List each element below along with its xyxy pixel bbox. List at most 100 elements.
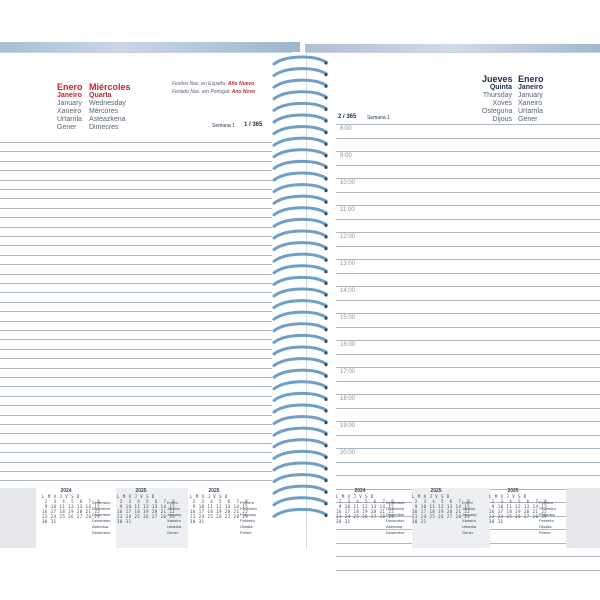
month-name: Janeiro: [167, 506, 181, 511]
mini-calendar-grid: L M X J V S D 2 3 4 5 6 7 8 9 10 11 12 1…: [489, 494, 548, 524]
left-weekday-block: Miércoles Quarta Wednesday Mércores Aste…: [89, 82, 131, 132]
punch-hole: [324, 235, 328, 239]
ruled-line: [336, 448, 600, 449]
ruled-line: [336, 205, 600, 206]
mini-calendar-month-names: Febrero Fevereiro February Febreiro Otsaila F…: [240, 500, 257, 536]
left-weekday-en: Wednesday: [89, 100, 126, 107]
punch-hole: [324, 107, 328, 111]
month-name: Febreiro: [539, 518, 554, 523]
punch-hole: [324, 339, 328, 343]
right-weekday-block: Jueves Quinta Thursday Xoves Osteguna Di…: [482, 74, 513, 124]
left-page: [0, 52, 292, 549]
ruled-line: [0, 142, 272, 143]
punch-hole: [324, 432, 328, 436]
spiral-coil: [272, 415, 328, 426]
punch-hole: [324, 189, 328, 193]
ruled-line: [0, 207, 272, 209]
ruled-line: [0, 386, 272, 388]
month-name: Diciembre: [386, 506, 405, 511]
right-weekday: Jueves: [482, 74, 513, 84]
mini-calendar-year: 2024: [60, 488, 72, 494]
ruled-line: [0, 189, 272, 190]
mini-calendar-grid: L M X J V S D 2 3 4 5 6 7 8 9 10 11 12 1…: [42, 494, 101, 524]
spiral-coil: [272, 368, 328, 379]
ruled-line: [336, 313, 600, 314]
hour-label: 20:00: [340, 450, 356, 456]
spiral-coil: [272, 159, 328, 170]
left-weekday-pt: Quarta: [89, 92, 112, 99]
punch-hole: [324, 247, 328, 251]
left-month-ca: Gener: [57, 124, 77, 131]
hour-label: 16:00: [340, 342, 356, 348]
ruled-line: [0, 179, 272, 181]
ruled-line: [336, 286, 600, 287]
spiral-coil: [272, 183, 328, 194]
ruled-line: [336, 191, 600, 193]
ruled-line: [336, 245, 600, 247]
spiral-coil: [272, 252, 328, 263]
ruled-line: [336, 394, 600, 395]
mini-calendar-grid: L M X J V S D 2 3 4 5 6 7 8 9 10 11 12 1…: [117, 494, 176, 524]
ruled-line: [336, 569, 600, 571]
right-weekday-gl: Xoves: [492, 100, 512, 107]
month-name: December: [92, 512, 111, 517]
month-name: Decembro: [386, 518, 405, 523]
punch-hole: [324, 305, 328, 309]
ruled-line: [336, 475, 600, 476]
spiral-coil: [272, 206, 328, 217]
punch-hole: [324, 142, 328, 146]
month-name: Desembre: [92, 530, 111, 535]
ruled-line: [0, 283, 272, 284]
ruled-line: [336, 421, 600, 422]
spiral-coil: [272, 333, 328, 344]
month-name: Diciembre: [92, 506, 111, 511]
mini-calendar-grid: L M X J V S D 2 3 4 5 6 7 8 9 10 11 12 1…: [190, 494, 249, 524]
punch-hole: [324, 293, 328, 297]
right-month-en: January: [518, 92, 543, 99]
spiral-coil: [272, 55, 328, 66]
left-weekday-gl: Mércores: [89, 108, 119, 115]
month-name: Desembro: [92, 500, 111, 505]
month-name: December: [386, 512, 405, 517]
hour-label: 10:00: [340, 180, 356, 186]
spiral-coil: [272, 171, 328, 182]
month-name: Decembro: [92, 518, 111, 523]
ruled-line: [336, 340, 600, 341]
mini-calendar: 2025 L M X J V S D 2 3 4 5 6 7 8 9 10 11 …: [489, 488, 561, 544]
punch-hole: [324, 363, 328, 367]
ruled-line: [336, 461, 600, 463]
spiral-coil: [272, 438, 328, 449]
ruled-line: [336, 232, 600, 233]
month-name: January: [167, 512, 182, 517]
month-name: Gener: [462, 530, 474, 535]
mini-calendar-month-names: Desembro Diciembre December Decembro Abendua…: [386, 500, 404, 536]
ruled-line: [0, 330, 272, 331]
punch-hole: [324, 212, 328, 216]
spiral-coil: [272, 473, 328, 484]
mini-calendar-month-names: Enero Janeiro January Xaneiro Urtarrila Gener: [167, 500, 181, 536]
ruled-line: [0, 320, 272, 322]
punch-hole: [324, 490, 328, 494]
mini-calendar-month-names: Desembro Diciembre December Decembro Abendua…: [92, 500, 110, 536]
ruled-line: [336, 272, 600, 274]
ruled-line: [0, 377, 272, 378]
ruled-line: [336, 151, 600, 152]
spiral-coil: [272, 507, 328, 518]
punch-hole: [324, 61, 328, 65]
hour-label: 11:00: [340, 207, 355, 213]
right-month-eu: Urtarrila: [518, 108, 543, 115]
spiral-coil: [272, 194, 328, 205]
punch-hole: [324, 444, 328, 448]
right-weekday-eu: Osteguna: [482, 108, 513, 115]
month-name: Urtarrila: [167, 524, 182, 529]
left-cover-edge: [0, 42, 300, 52]
spiral-coil: [272, 78, 328, 89]
punch-hole: [324, 316, 328, 320]
right-weekday-ca: Dijous: [492, 116, 512, 123]
spiral-coil: [272, 125, 328, 136]
punch-hole: [324, 119, 328, 123]
right-weekday-en: Thursday: [482, 92, 512, 99]
ruled-line: [0, 170, 272, 172]
punch-hole: [324, 96, 328, 100]
mini-calendar-grid: L M X J V S D 2 3 4 5 6 7 8 9 10 11 12 1…: [412, 494, 471, 524]
